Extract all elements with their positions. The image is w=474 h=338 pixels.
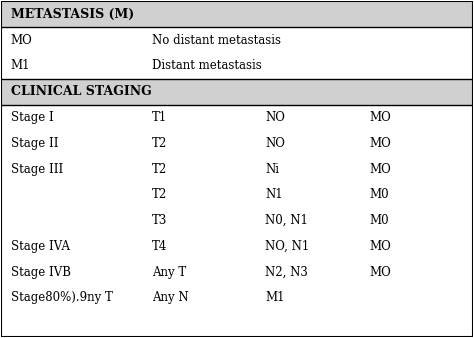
Text: N0, N1: N0, N1 <box>265 214 308 227</box>
Text: T1: T1 <box>152 111 167 124</box>
Text: M0: M0 <box>369 214 389 227</box>
Text: Distant metastasis: Distant metastasis <box>152 59 262 72</box>
Text: MO: MO <box>369 266 391 279</box>
Text: NO: NO <box>265 111 285 124</box>
Bar <box>1 79 473 104</box>
Text: N1: N1 <box>265 188 283 201</box>
Text: T2: T2 <box>152 188 167 201</box>
Text: Any N: Any N <box>152 291 189 305</box>
Text: NO: NO <box>265 137 285 150</box>
Text: T4: T4 <box>152 240 167 253</box>
Text: METASTASIS (M): METASTASIS (M) <box>11 8 134 21</box>
Text: MO: MO <box>369 137 391 150</box>
Text: T2: T2 <box>152 163 167 175</box>
Text: Stage III: Stage III <box>11 163 63 175</box>
Text: Stage I: Stage I <box>11 111 54 124</box>
Text: M1: M1 <box>11 59 30 72</box>
Text: CLINICAL STAGING: CLINICAL STAGING <box>11 85 152 98</box>
Text: Any T: Any T <box>152 266 186 279</box>
Text: Stage80%).9ny T: Stage80%).9ny T <box>11 291 113 305</box>
Text: MO: MO <box>11 33 33 47</box>
Text: No distant metastasis: No distant metastasis <box>152 33 281 47</box>
Text: Ni: Ni <box>265 163 279 175</box>
Text: NO, N1: NO, N1 <box>265 240 310 253</box>
Text: MO: MO <box>369 240 391 253</box>
Text: Stage II: Stage II <box>11 137 58 150</box>
Text: MO: MO <box>369 111 391 124</box>
Text: Stage IVB: Stage IVB <box>11 266 71 279</box>
Text: Stage IVA: Stage IVA <box>11 240 70 253</box>
Text: T2: T2 <box>152 137 167 150</box>
Bar <box>1 1 473 27</box>
Text: M0: M0 <box>369 188 389 201</box>
Text: M1: M1 <box>265 291 285 305</box>
Text: MO: MO <box>369 163 391 175</box>
Text: N2, N3: N2, N3 <box>265 266 308 279</box>
Text: T3: T3 <box>152 214 167 227</box>
